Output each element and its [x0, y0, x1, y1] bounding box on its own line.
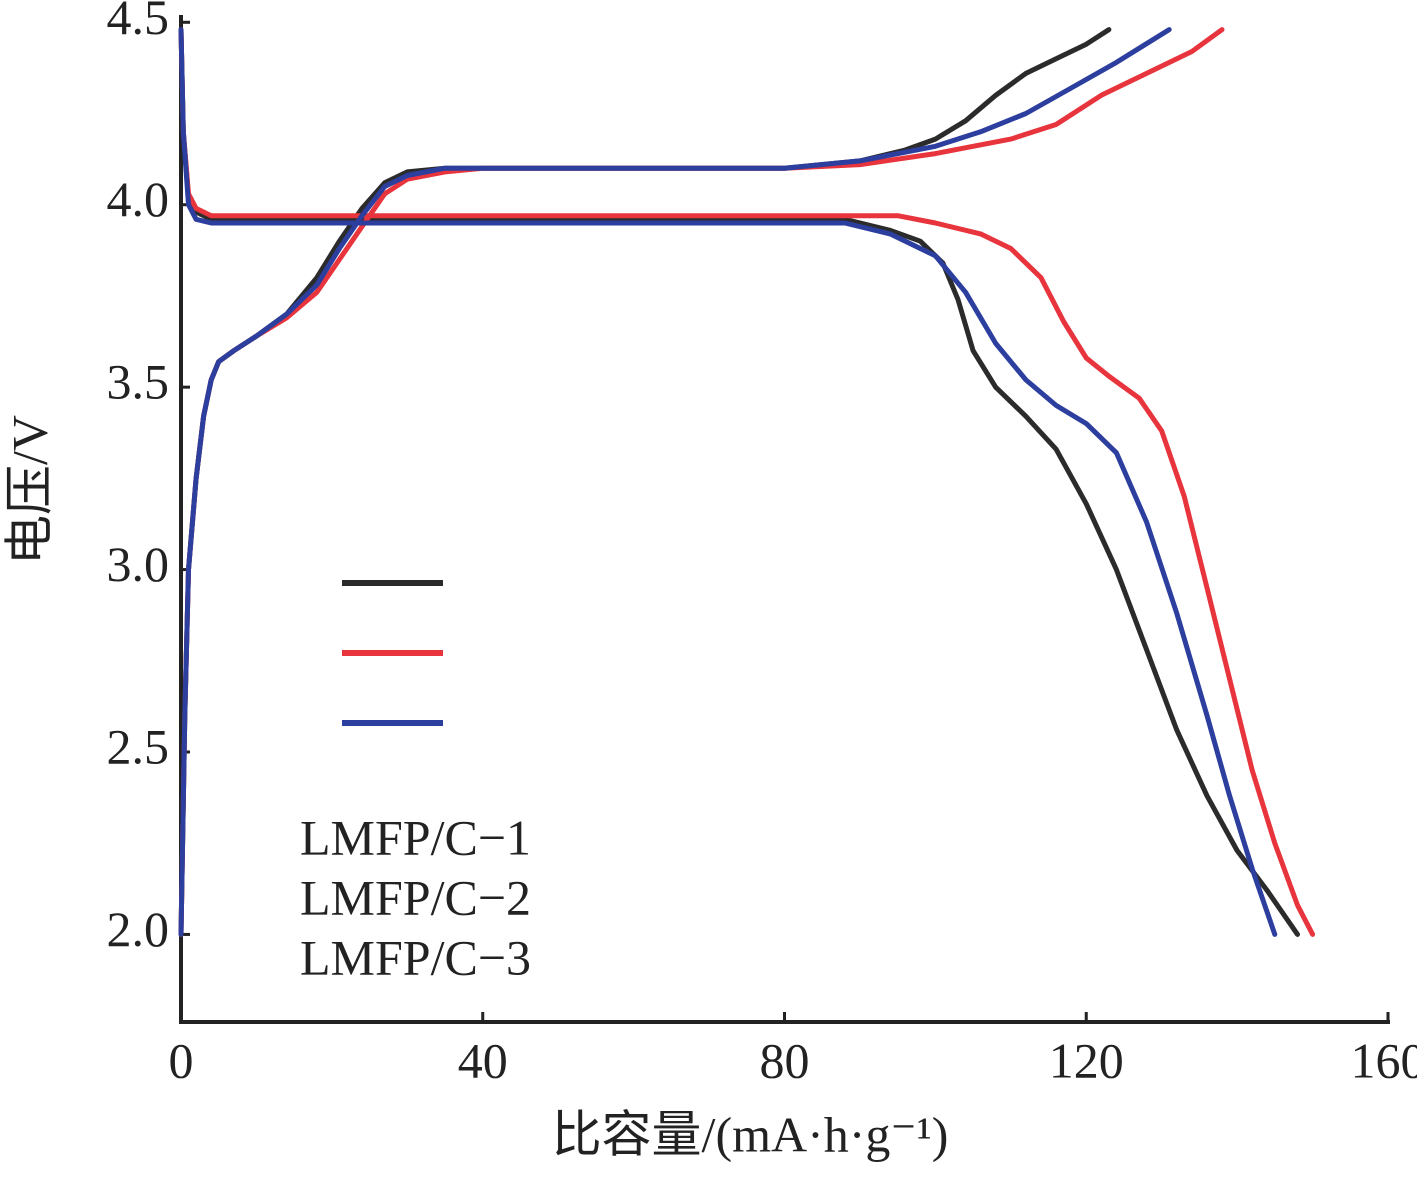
- x-tick-label: 120: [1049, 1032, 1124, 1088]
- x-tick-label: 80: [760, 1032, 810, 1088]
- discharge-curve: [178, 27, 1316, 937]
- y-tick-label: 4.5: [107, 0, 170, 45]
- x-axis-label: 比容量/(mA·h·g⁻¹): [552, 1106, 949, 1162]
- y-tick-label: 2.0: [107, 901, 170, 957]
- x-tick-label: 0: [169, 1032, 194, 1088]
- charge-curve: [178, 27, 1225, 937]
- discharge-curve: [178, 27, 1300, 937]
- y-tick-label: 4.0: [107, 171, 170, 227]
- charge-curve: [178, 27, 1112, 937]
- legend-label: LMFP/C−3: [300, 929, 531, 985]
- charge-curve: [178, 27, 1172, 937]
- legend-label: LMFP/C−1: [300, 809, 531, 865]
- discharge-curve: [178, 27, 1278, 937]
- y-axis-label: 电压/V: [1, 415, 57, 565]
- legend-label: LMFP/C−2: [300, 869, 531, 925]
- y-tick-label: 2.5: [107, 718, 170, 774]
- y-tick-label: 3.5: [107, 354, 170, 410]
- y-tick-label: 3.0: [107, 536, 170, 592]
- x-tick-label: 40: [458, 1032, 508, 1088]
- x-tick-label: 160: [1351, 1032, 1417, 1088]
